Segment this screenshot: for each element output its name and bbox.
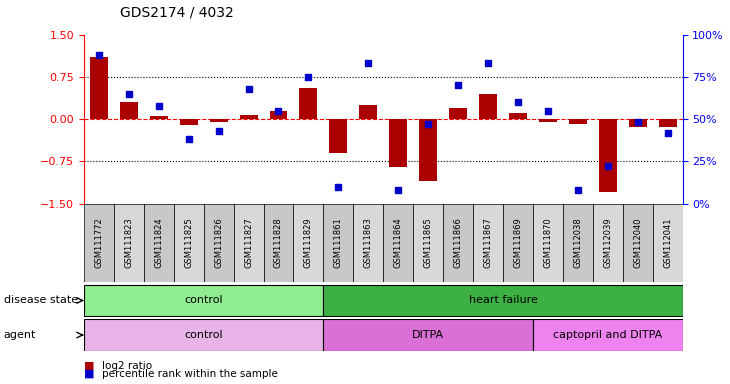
Text: disease state: disease state <box>4 295 78 306</box>
Text: GDS2174 / 4032: GDS2174 / 4032 <box>120 5 234 19</box>
Text: GSM111824: GSM111824 <box>154 218 164 268</box>
Bar <box>503 204 533 282</box>
Bar <box>629 119 647 127</box>
Bar <box>443 204 473 282</box>
Bar <box>533 204 563 282</box>
Bar <box>299 88 318 119</box>
Text: GSM111772: GSM111772 <box>94 217 104 268</box>
Text: GSM112039: GSM112039 <box>603 218 612 268</box>
Bar <box>84 285 323 316</box>
Text: control: control <box>185 330 223 340</box>
Bar <box>653 204 683 282</box>
Bar <box>323 319 533 351</box>
Text: percentile rank within the sample: percentile rank within the sample <box>102 369 278 379</box>
Bar <box>419 119 437 181</box>
Text: GSM111829: GSM111829 <box>304 218 313 268</box>
Bar <box>509 113 527 119</box>
Text: GSM111828: GSM111828 <box>274 217 283 268</box>
Bar <box>359 105 377 119</box>
Bar <box>479 94 497 119</box>
Bar <box>120 102 138 119</box>
Bar <box>563 204 593 282</box>
Bar <box>180 119 198 125</box>
Bar <box>329 119 347 153</box>
Text: GSM111861: GSM111861 <box>334 217 343 268</box>
Text: GSM111823: GSM111823 <box>124 217 134 268</box>
Bar <box>150 116 168 119</box>
Bar <box>204 204 234 282</box>
Bar <box>353 204 383 282</box>
Text: DITPA: DITPA <box>412 330 445 340</box>
Bar <box>84 204 114 282</box>
Text: GSM111867: GSM111867 <box>483 217 493 268</box>
Bar <box>599 119 617 192</box>
Bar <box>323 285 683 316</box>
Text: captopril and DITPA: captopril and DITPA <box>553 330 662 340</box>
Bar <box>144 204 174 282</box>
Text: GSM111866: GSM111866 <box>453 217 463 268</box>
Bar <box>383 204 413 282</box>
Text: GSM111864: GSM111864 <box>393 217 403 268</box>
Bar <box>449 108 467 119</box>
Text: control: control <box>185 295 223 306</box>
Bar <box>210 119 228 122</box>
Bar <box>323 204 353 282</box>
Text: heart failure: heart failure <box>469 295 537 306</box>
Text: GSM111826: GSM111826 <box>214 217 223 268</box>
Text: log2 ratio: log2 ratio <box>102 361 153 371</box>
Text: agent: agent <box>4 330 36 340</box>
Text: GSM111870: GSM111870 <box>543 217 553 268</box>
Bar <box>90 57 108 119</box>
Text: GSM111865: GSM111865 <box>423 217 433 268</box>
Bar <box>593 204 623 282</box>
Bar <box>114 204 144 282</box>
Bar <box>623 204 653 282</box>
Text: GSM111825: GSM111825 <box>184 218 193 268</box>
Bar <box>234 204 264 282</box>
Bar <box>473 204 503 282</box>
Text: GSM111863: GSM111863 <box>364 217 373 268</box>
Bar <box>569 119 587 124</box>
Bar <box>264 204 293 282</box>
Bar <box>389 119 407 167</box>
Bar <box>533 319 683 351</box>
Bar <box>84 319 323 351</box>
Text: GSM112038: GSM112038 <box>573 217 583 268</box>
Bar <box>658 119 677 127</box>
Text: GSM112040: GSM112040 <box>633 218 642 268</box>
Bar <box>174 204 204 282</box>
Bar <box>269 111 288 119</box>
Text: ■: ■ <box>84 361 94 371</box>
Bar <box>539 119 557 122</box>
Bar <box>293 204 323 282</box>
Bar <box>239 114 258 119</box>
Text: GSM111827: GSM111827 <box>244 217 253 268</box>
Bar <box>413 204 443 282</box>
Text: ■: ■ <box>84 369 94 379</box>
Text: GSM112041: GSM112041 <box>663 218 672 268</box>
Text: GSM111869: GSM111869 <box>513 217 523 268</box>
